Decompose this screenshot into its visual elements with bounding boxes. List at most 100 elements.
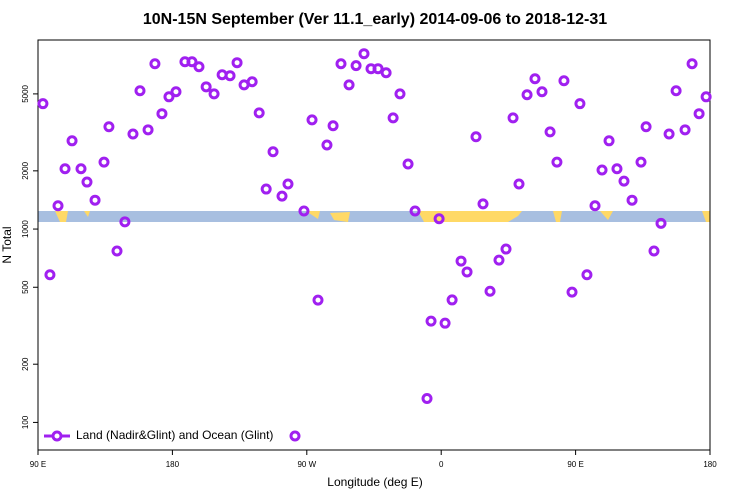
y-axis-label: N Total: [0, 226, 14, 263]
data-point: [111, 245, 123, 257]
y-tick-label: 2000: [21, 161, 30, 179]
data-point: [536, 86, 548, 98]
data-point: [200, 81, 212, 93]
data-point: [655, 217, 667, 229]
data-point: [529, 73, 541, 85]
data-point: [589, 200, 601, 212]
data-point: [103, 121, 115, 133]
data-point: [156, 108, 168, 120]
data-point: [276, 190, 288, 202]
data-point: [461, 266, 473, 278]
data-point: [163, 91, 175, 103]
y-tick-label: 100: [21, 415, 30, 429]
data-point: [670, 85, 682, 97]
data-point: [513, 178, 525, 190]
data-point: [186, 56, 198, 68]
data-point: [306, 114, 318, 126]
data-point: [321, 139, 333, 151]
data-point: [193, 61, 205, 73]
data-point: [142, 124, 154, 136]
data-point: [44, 269, 56, 281]
data-point: [558, 75, 570, 87]
legend-label: Land (Nadir&Glint) and Ocean (Glint): [76, 428, 273, 442]
data-point: [507, 112, 519, 124]
plot-frame: [37, 39, 711, 451]
data-point: [52, 200, 64, 212]
data-point: [231, 57, 243, 69]
data-point: [439, 317, 451, 329]
data-point: [335, 58, 347, 70]
data-point: [493, 254, 505, 266]
data-point: [134, 85, 146, 97]
data-point: [253, 107, 265, 119]
data-point: [635, 156, 647, 168]
data-point: [500, 243, 512, 255]
x-tick-label: 90 E: [30, 460, 46, 469]
data-point: [611, 163, 623, 175]
data-point: [81, 176, 93, 188]
data-point: [282, 178, 294, 190]
data-point: [686, 58, 698, 70]
data-point: [387, 112, 399, 124]
x-tick-label: 180: [703, 460, 717, 469]
data-point: [700, 91, 712, 103]
data-point: [127, 128, 139, 140]
legend-marker: [51, 430, 63, 442]
data-point: [246, 76, 258, 88]
data-point: [170, 86, 182, 98]
data-point: [312, 294, 324, 306]
data-point: [208, 88, 220, 100]
data-point: [455, 255, 467, 267]
x-tick-label: 180: [166, 460, 180, 469]
data-point: [470, 131, 482, 143]
data-point: [372, 63, 384, 75]
data-point: [327, 120, 339, 132]
data-point: [421, 392, 433, 404]
x-tick-label: 90 E: [567, 460, 583, 469]
x-tick-label: 90 W: [297, 460, 316, 469]
data-point: [358, 48, 370, 60]
data-point: [626, 194, 638, 206]
data-point: [394, 88, 406, 100]
data-point: [574, 98, 586, 110]
data-point: [679, 124, 691, 136]
data-point: [566, 286, 578, 298]
data-point: [350, 60, 362, 72]
data-point: [98, 156, 110, 168]
data-point: [75, 163, 87, 175]
data-point: [596, 164, 608, 176]
data-point: [343, 79, 355, 91]
data-point: [521, 89, 533, 101]
data-point: [603, 135, 615, 147]
y-tick-label: 5000: [21, 84, 30, 102]
x-tick-label: 0: [439, 460, 444, 469]
y-tick-label: 1000: [21, 220, 30, 238]
ocean-band: [38, 211, 710, 222]
data-point: [618, 175, 630, 187]
x-axis-label: Longitude (deg E): [327, 475, 422, 489]
data-point: [477, 198, 489, 210]
data-point: [551, 156, 563, 168]
y-tick-label: 200: [21, 357, 30, 371]
data-point: [149, 58, 161, 70]
data-point: [693, 108, 705, 120]
data-point: [425, 315, 437, 327]
data-point: [581, 269, 593, 281]
legend-marker: [289, 430, 301, 442]
data-point: [66, 135, 78, 147]
data-point: [37, 98, 49, 110]
data-point: [59, 163, 71, 175]
data-point: [663, 128, 675, 140]
data-point: [267, 146, 279, 158]
data-point: [298, 205, 310, 217]
data-point: [380, 67, 392, 79]
data-point: [409, 205, 421, 217]
data-point: [433, 213, 445, 225]
data-point: [484, 285, 496, 297]
data-point: [224, 70, 236, 82]
data-point: [648, 245, 660, 257]
data-point: [446, 294, 458, 306]
data-point: [89, 194, 101, 206]
chart-title: 10N-15N September (Ver 11.1_early) 2014-…: [143, 11, 607, 28]
data-point: [544, 126, 556, 138]
